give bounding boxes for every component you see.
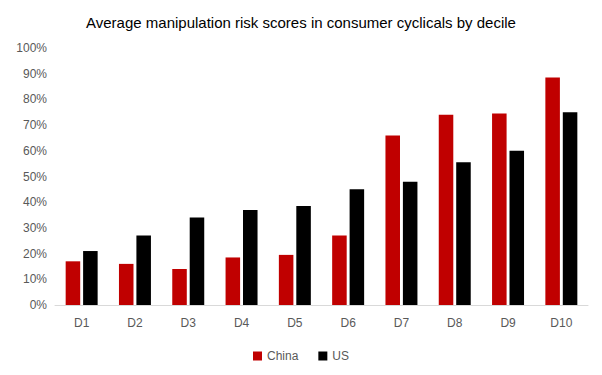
svg-text:D9: D9 — [500, 316, 516, 330]
svg-text:D10: D10 — [550, 316, 572, 330]
svg-text:0%: 0% — [30, 298, 48, 312]
svg-text:10%: 10% — [23, 272, 47, 286]
svg-text:D3: D3 — [181, 316, 197, 330]
svg-text:90%: 90% — [23, 67, 47, 81]
svg-text:20%: 20% — [23, 247, 47, 261]
svg-text:China: China — [267, 349, 299, 363]
svg-text:30%: 30% — [23, 221, 47, 235]
svg-text:D1: D1 — [74, 316, 90, 330]
svg-text:Average manipulation risk scor: Average manipulation risk scores in cons… — [86, 14, 516, 31]
svg-text:70%: 70% — [23, 118, 47, 132]
svg-text:D7: D7 — [394, 316, 410, 330]
svg-text:D2: D2 — [127, 316, 143, 330]
svg-text:80%: 80% — [23, 92, 47, 106]
svg-text:40%: 40% — [23, 195, 47, 209]
svg-text:D8: D8 — [447, 316, 463, 330]
svg-text:D4: D4 — [234, 316, 250, 330]
svg-text:60%: 60% — [23, 144, 47, 158]
svg-text:D6: D6 — [340, 316, 356, 330]
svg-text:US: US — [332, 349, 349, 363]
svg-text:50%: 50% — [23, 170, 47, 184]
svg-text:100%: 100% — [16, 41, 47, 55]
svg-text:D5: D5 — [287, 316, 303, 330]
